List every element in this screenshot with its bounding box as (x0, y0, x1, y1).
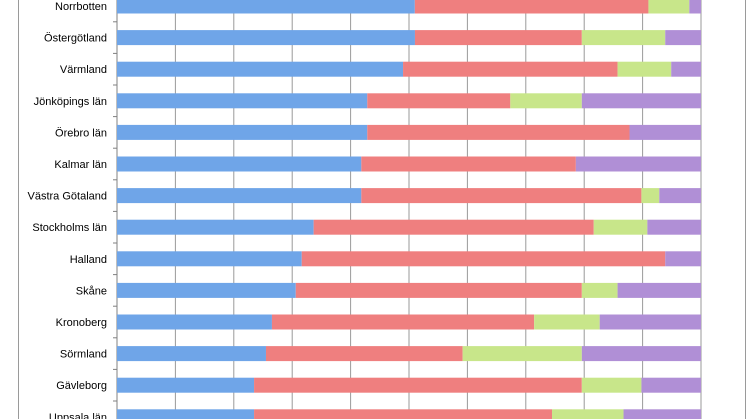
bar-segment-series-4 (665, 251, 701, 267)
bar-segment-series-3 (641, 188, 660, 204)
bar-segment-series-2 (367, 93, 511, 109)
bar-segment-series-1 (117, 30, 415, 46)
bar-segment-series-4 (575, 156, 701, 172)
bar-segment-series-1 (117, 219, 314, 235)
category-label: Kronoberg (56, 317, 107, 329)
bar-segment-series-2 (403, 61, 618, 77)
bar-segment-series-1 (117, 93, 368, 109)
bar-segment-series-3 (462, 346, 582, 362)
bar-segment-series-3 (534, 314, 600, 330)
bar-segment-series-3 (581, 30, 666, 46)
bar-segment-series-4 (659, 188, 701, 204)
category-label: Jönköpings län (34, 96, 107, 108)
category-label: Västra Götaland (28, 191, 108, 203)
bar-segment-series-3 (510, 93, 582, 109)
bar-segment-series-3 (552, 409, 624, 419)
bar-segment-series-3 (617, 61, 672, 77)
bar-segment-series-1 (117, 409, 255, 419)
bar-segment-series-4 (617, 282, 701, 298)
bar-segment-series-1 (117, 251, 302, 267)
bar-segment-series-2 (301, 251, 666, 267)
bar-segment-series-4 (665, 30, 701, 46)
bar-segment-series-2 (295, 282, 582, 298)
bar-segment-series-4 (599, 314, 701, 330)
bar-segment-series-4 (623, 409, 701, 419)
bars (117, 0, 701, 419)
category-label: Norrbotten (55, 1, 107, 13)
bar-segment-series-1 (117, 188, 362, 204)
bar-segment-series-1 (117, 156, 362, 172)
category-label: Östergötland (44, 33, 107, 45)
bar-segment-series-1 (117, 124, 368, 140)
bar-segment-series-4 (581, 93, 701, 109)
bar-segment-series-2 (361, 188, 642, 204)
category-label: Kalmar län (54, 159, 107, 171)
bar-segment-series-4 (581, 346, 701, 362)
bar-segment-series-4 (629, 124, 701, 140)
bar-segment-series-4 (689, 0, 701, 14)
bar-segment-series-3 (648, 0, 690, 14)
category-label: Skåne (76, 285, 107, 297)
bar-segment-series-3 (581, 377, 642, 393)
bar-segment-series-2 (414, 0, 649, 14)
bar-segment-series-2 (254, 409, 553, 419)
bar-segment-series-3 (581, 282, 618, 298)
bar-segment-series-2 (271, 314, 535, 330)
bar-segment-series-1 (117, 61, 404, 77)
bar-segment-series-4 (641, 377, 701, 393)
bar-segment-series-1 (117, 282, 296, 298)
bar-segment-series-2 (367, 124, 630, 140)
category-labels: Norrbotten Östergötland Värmland Jönköpings… (28, 1, 108, 419)
bar-segment-series-3 (593, 219, 648, 235)
bar-segment-series-2 (265, 346, 463, 362)
category-label: Gävleborg (56, 380, 107, 392)
category-label: Sörmland (60, 349, 107, 361)
bar-segment-series-1 (117, 0, 415, 14)
bar-segment-series-2 (254, 377, 582, 393)
bar-segment-series-2 (313, 219, 594, 235)
bar-segment-series-2 (361, 156, 576, 172)
category-label: Värmland (60, 64, 107, 76)
category-label: Stockholms län (32, 222, 107, 234)
category-label: Halland (70, 254, 107, 266)
bar-segment-series-1 (117, 346, 266, 362)
bar-segment-series-4 (671, 61, 701, 77)
bar-segment-series-1 (117, 314, 272, 330)
category-label: Uppsala län (49, 412, 107, 419)
bar-segment-series-4 (647, 219, 701, 235)
bar-segment-series-1 (117, 377, 255, 393)
bar-segment-series-2 (414, 30, 582, 46)
category-label: Örebro län (55, 127, 107, 139)
